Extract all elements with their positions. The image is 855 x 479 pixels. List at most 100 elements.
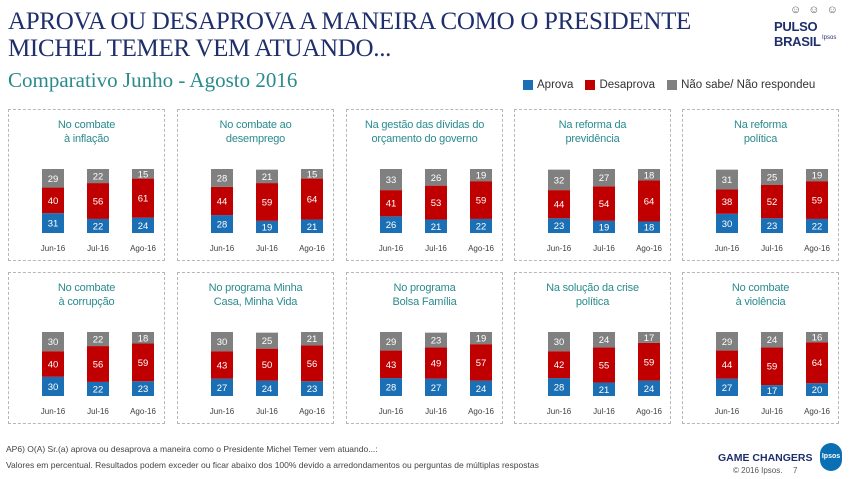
x-tick-label: Jul-16 — [425, 244, 447, 253]
bar-segment-aprova — [638, 380, 660, 396]
bar-segment-desaprova — [211, 351, 233, 379]
chart-title-line: desemprego — [225, 133, 286, 145]
bar-segment-aprova — [593, 382, 615, 396]
data-label-nao-sabe: 22 — [93, 172, 104, 183]
bar-segment-desaprova — [638, 342, 660, 381]
bar-segment-nao-sabe — [256, 169, 278, 184]
bar-segment-desaprova — [301, 345, 323, 382]
x-tick-label: Jul-16 — [425, 407, 447, 416]
data-label-nao-sabe: 29 — [386, 337, 397, 348]
chart-title-line: Bolsa Família — [392, 296, 457, 308]
bar-segment-aprova — [806, 218, 828, 233]
data-label-desaprova: 53 — [431, 198, 442, 209]
legend-item-nao-sabe: Não sabe/ Não respondeu — [667, 79, 815, 91]
bar-segment-aprova — [132, 381, 154, 396]
data-label-aprova: 28 — [217, 220, 228, 231]
chart-title-line: orçamento do governo — [371, 133, 478, 145]
x-tick-label: Ago-16 — [804, 244, 830, 253]
x-tick-label: Ago-16 — [299, 407, 325, 416]
data-label-nao-sabe: 29 — [48, 174, 59, 185]
data-label-desaprova: 59 — [138, 358, 149, 369]
data-label-nao-sabe: 24 — [599, 335, 610, 346]
bar-segment-nao-sabe — [380, 332, 402, 351]
data-label-aprova: 20 — [812, 385, 823, 396]
data-label-aprova: 19 — [262, 222, 273, 233]
x-tick-label: Ago-16 — [130, 407, 156, 416]
chart-title-line: à inflação — [63, 133, 110, 145]
bar-segment-aprova — [211, 215, 233, 233]
data-label-desaprova: 55 — [599, 360, 610, 371]
chart-title-line: previdência — [565, 133, 620, 145]
bar-segment-desaprova — [761, 185, 783, 219]
bar-segment-aprova — [87, 381, 109, 396]
chart-title-line: Na solução da crise — [546, 282, 639, 294]
bar-segment-nao-sabe — [716, 332, 738, 351]
logo-brand-text: PULSO BRASIL — [774, 19, 821, 49]
stacked-bar-chart: 27 44 29 Jun-16 17 59 24 Jul-16 20 64 16 Ago-16 — [715, 332, 830, 416]
bar-segment-desaprova — [256, 348, 278, 381]
data-label-aprova: 23 — [767, 221, 778, 232]
bar-segment-nao-sabe — [806, 332, 828, 343]
data-label-nao-sabe: 18 — [644, 170, 655, 181]
bar-segment-desaprova — [593, 186, 615, 221]
chart-title: No combate à violência — [683, 281, 838, 309]
x-tick-label: Jul-16 — [87, 407, 109, 416]
bar-segment-desaprova — [548, 351, 570, 379]
x-tick-label: Ago-16 — [636, 407, 662, 416]
data-label-desaprova: 44 — [217, 197, 228, 208]
data-label-desaprova: 61 — [138, 194, 149, 205]
bar-segment-desaprova — [425, 185, 447, 220]
bar-segment-desaprova — [470, 181, 492, 219]
bar-segment-desaprova — [132, 178, 154, 218]
stacked-bar-chart: 30 38 31 Jun-16 23 52 25 Jul-16 22 59 19 Ago-16 — [715, 169, 830, 253]
data-label-desaprova: 49 — [431, 359, 442, 370]
bar-segment-desaprova — [211, 186, 233, 216]
data-label-nao-sabe: 25 — [262, 336, 273, 347]
bar-segment-desaprova — [548, 190, 570, 219]
bar-segment-desaprova — [806, 342, 828, 384]
bar-segment-nao-sabe — [87, 332, 109, 347]
bar-segment-aprova — [761, 218, 783, 233]
data-label-desaprova: 64 — [307, 195, 318, 206]
data-label-aprova: 18 — [644, 223, 655, 234]
bar-segment-aprova — [593, 220, 615, 233]
chart-title-line: No combate ao — [219, 119, 292, 131]
chart-panel: Na gestão das dívidas do orçamento do gov… — [346, 109, 503, 261]
bar-segment-aprova — [211, 378, 233, 396]
bar-segment-nao-sabe — [470, 332, 492, 345]
chart-title: No programa Minha Casa, Minha Vida — [178, 281, 333, 309]
bar-segment-nao-sabe — [211, 169, 233, 187]
legend-swatch-aprova — [523, 80, 533, 90]
bar-segment-nao-sabe — [593, 169, 615, 187]
stacked-bar-chart: 27 43 30 Jun-16 24 50 25 Jul-16 23 56 21 Ago-16 — [210, 332, 325, 416]
x-tick-label: Jul-16 — [256, 407, 278, 416]
x-tick-label: Ago-16 — [804, 407, 830, 416]
page-number: 7 — [793, 466, 798, 475]
bar-segment-nao-sabe — [301, 332, 323, 346]
x-tick-label: Jul-16 — [87, 244, 109, 253]
bar-segment-desaprova — [380, 190, 402, 217]
data-label-aprova: 27 — [431, 383, 442, 394]
data-label-nao-sabe: 24 — [767, 335, 778, 346]
chart-title-line: política — [575, 296, 610, 308]
data-label-desaprova: 57 — [476, 358, 487, 369]
bar-segment-desaprova — [638, 180, 660, 222]
bar-segment-aprova — [470, 380, 492, 396]
data-label-aprova: 26 — [386, 220, 397, 231]
bar-segment-nao-sabe — [42, 332, 64, 352]
chart-title-line: Na gestão das dívidas do — [364, 119, 485, 131]
bar-segment-desaprova — [806, 181, 828, 219]
data-label-nao-sabe: 22 — [93, 335, 104, 346]
stacked-bar-chart: 28 42 30 Jun-16 21 55 24 Jul-16 24 59 17 Ago-16 — [547, 332, 662, 416]
legend-item-desaprova: Desaprova — [585, 79, 655, 91]
x-tick-label: Ago-16 — [468, 407, 494, 416]
bar-segment-nao-sabe — [256, 332, 278, 349]
bar-segment-aprova — [301, 219, 323, 233]
title-line-1: APROVA OU DESAPROVA A MANEIRA COMO O PRE… — [8, 8, 692, 35]
stacked-bar-chart: 28 43 29 Jun-16 27 49 23 Jul-16 24 57 19 Ago-16 — [379, 332, 494, 416]
x-tick-label: Jul-16 — [256, 244, 278, 253]
data-label-aprova: 23 — [307, 384, 318, 395]
chart-title: Na solução da crise política — [515, 281, 670, 309]
bar-segment-nao-sabe — [806, 169, 828, 182]
data-label-desaprova: 64 — [812, 358, 823, 369]
